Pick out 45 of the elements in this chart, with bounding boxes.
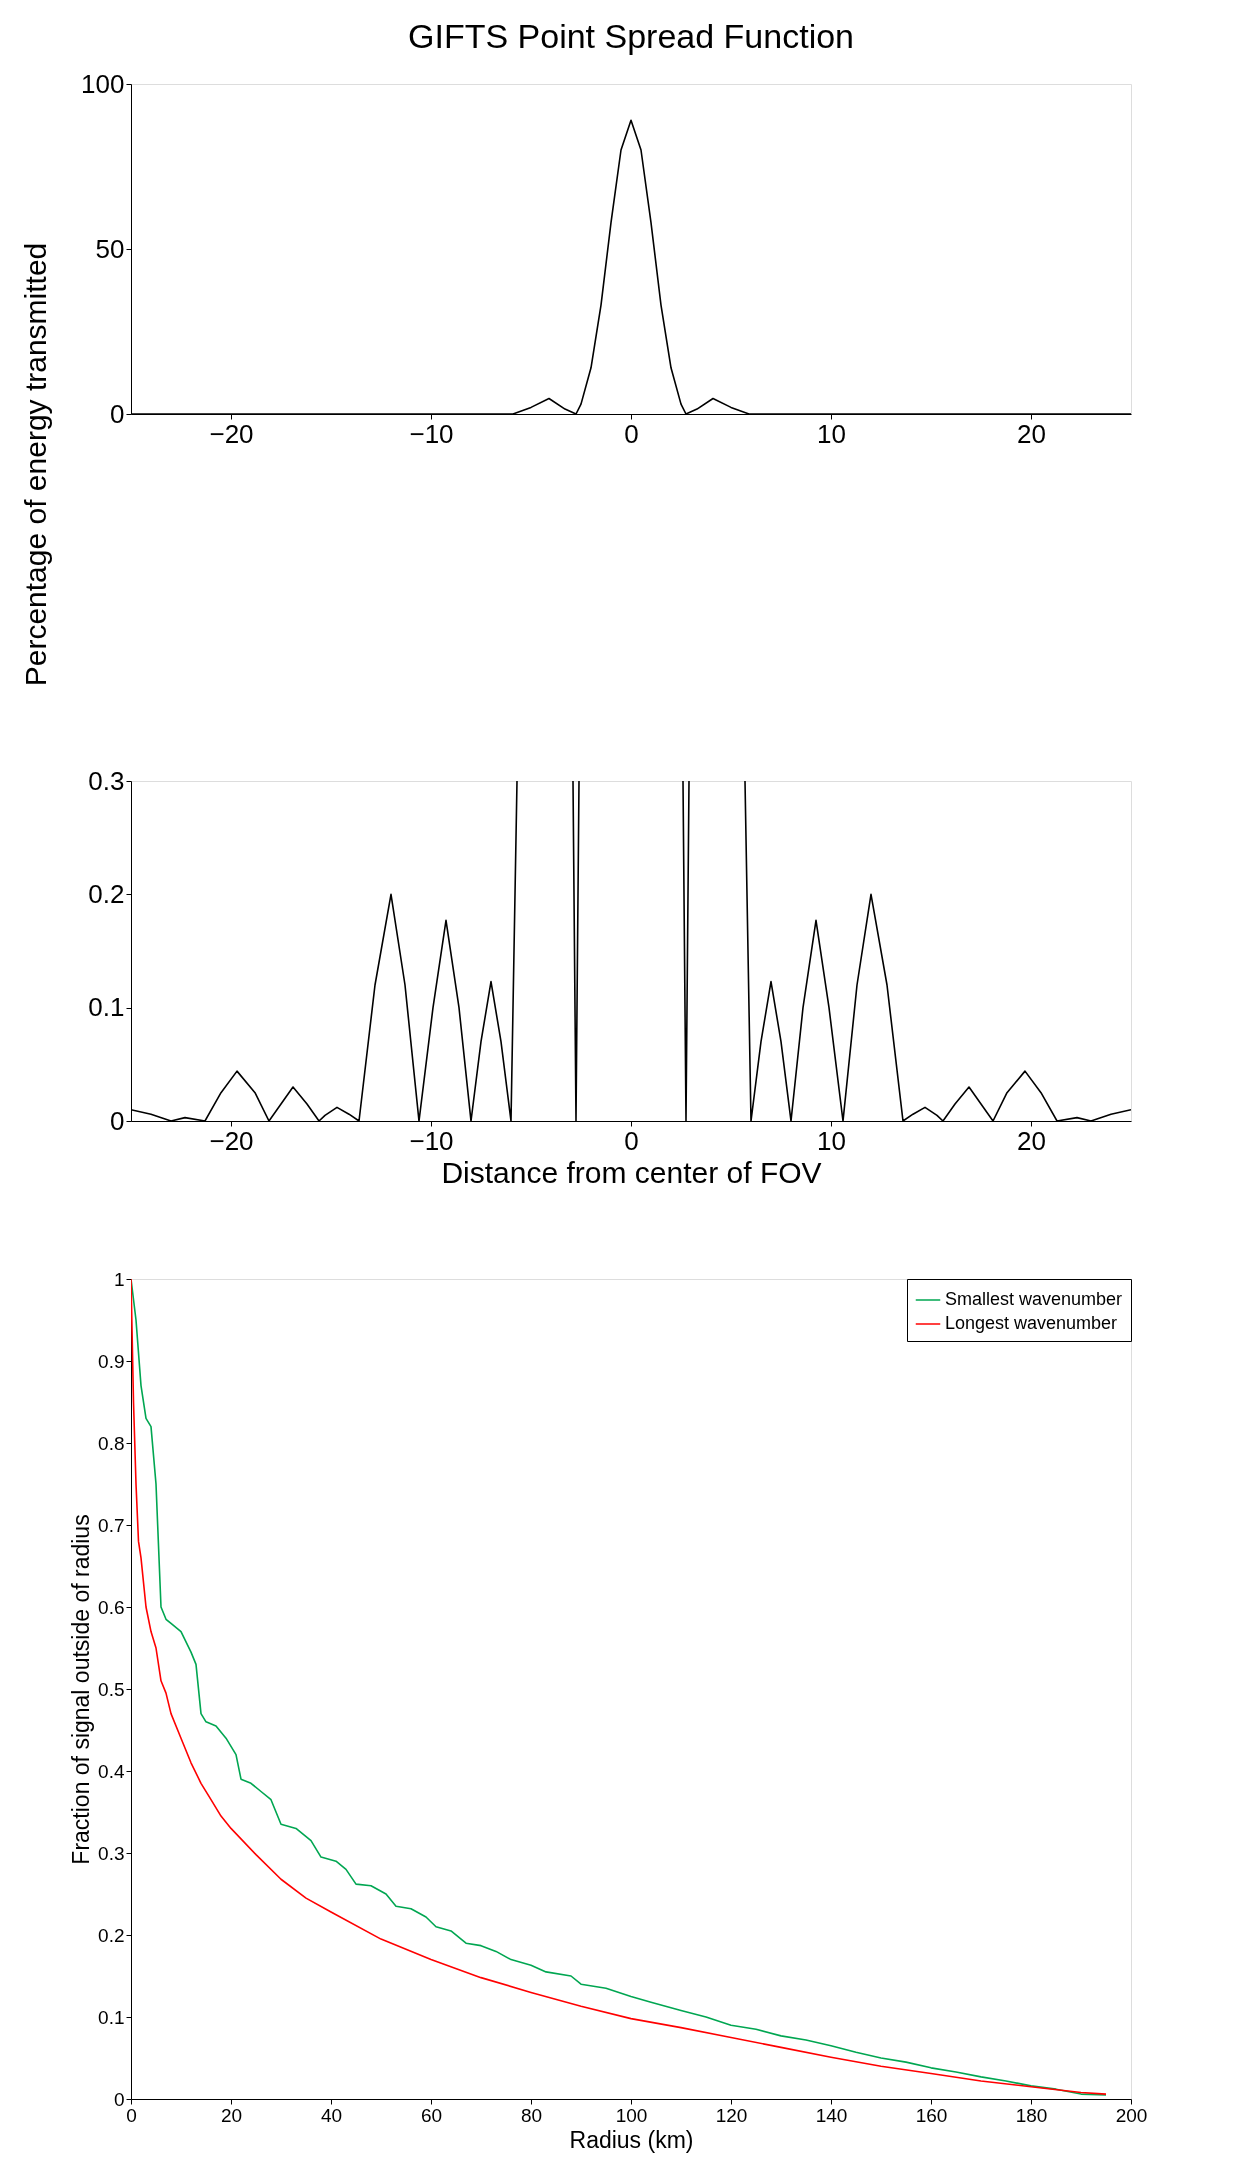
- y-axis-title: Fraction of signal outside of radius: [68, 1514, 95, 1865]
- y-tick-label: 50: [95, 233, 125, 264]
- y-tick-label: 0.3: [88, 765, 125, 796]
- y-tick-label: 0.9: [98, 1350, 125, 1372]
- y-tick-label: 0: [110, 398, 125, 429]
- x-tick-label: 80: [520, 2104, 543, 2126]
- x-tick-label: −10: [409, 1125, 454, 1156]
- x-tick-label: −20: [209, 418, 254, 449]
- y-tick-label: 0.5: [98, 1678, 125, 1700]
- y-axis-title: Percentage of energy transmitted: [18, 242, 52, 687]
- x-tick-label: 40: [320, 2104, 343, 2126]
- legend-label: Smallest wavenumber: [945, 1289, 1123, 1309]
- x-tick-label: 10: [817, 418, 846, 449]
- y-tick-label: 0.1: [88, 992, 125, 1023]
- y-tick-label: 0.3: [98, 1842, 125, 1864]
- y-tick-label: 0.4: [98, 1760, 125, 1782]
- y-tick-label: 0.2: [88, 878, 125, 909]
- x-tick-label: −20: [209, 1125, 254, 1156]
- y-tick-label: 0: [113, 2088, 125, 2110]
- y-tick-label: 0.2: [98, 1924, 125, 1946]
- y-tick-label: 0.1: [98, 2006, 125, 2028]
- x-tick-label: 20: [1017, 418, 1046, 449]
- x-axis-title: Radius (km): [569, 2126, 694, 2153]
- y-tick-label: 0.8: [98, 1432, 125, 1454]
- x-tick-label: −10: [409, 418, 454, 449]
- x-tick-label: 180: [1015, 2104, 1048, 2126]
- x-tick-label: 120: [715, 2104, 748, 2126]
- x-axis-title: Distance from center of FOV: [441, 1155, 822, 1189]
- x-tick-label: 10: [817, 1125, 846, 1156]
- y-tick-label: 100: [81, 68, 125, 99]
- y-tick-label: 0: [110, 1105, 125, 1136]
- x-tick-label: 140: [815, 2104, 848, 2126]
- x-tick-label: 20: [1017, 1125, 1046, 1156]
- x-tick-label: 20: [220, 2104, 243, 2126]
- y-tick-label: 0.6: [98, 1596, 125, 1618]
- chart-title: GIFTS Point Spread Function: [408, 17, 854, 55]
- y-tick-label: 1: [113, 1268, 125, 1290]
- x-tick-label: 100: [615, 2104, 648, 2126]
- x-tick-label: 60: [420, 2104, 443, 2126]
- x-tick-label: 0: [624, 1125, 639, 1156]
- legend-label: Longest wavenumber: [945, 1313, 1118, 1333]
- x-tick-label: 200: [1115, 2104, 1148, 2126]
- x-tick-label: 160: [915, 2104, 948, 2126]
- x-tick-label: 0: [624, 418, 639, 449]
- y-tick-label: 0.7: [98, 1514, 125, 1536]
